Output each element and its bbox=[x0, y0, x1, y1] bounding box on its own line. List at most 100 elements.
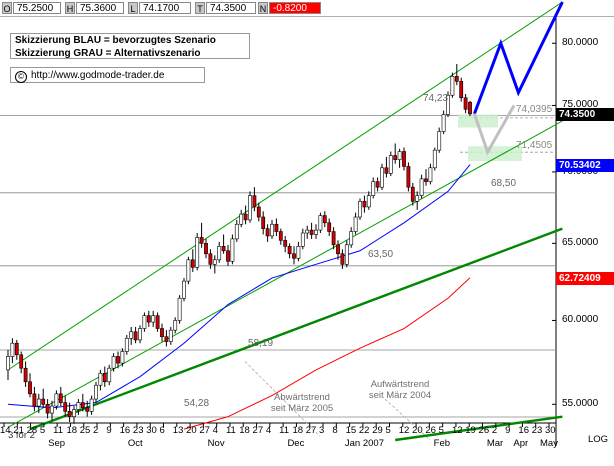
candle-up bbox=[234, 223, 239, 240]
candle-up bbox=[50, 405, 54, 414]
x-tick-label: 26 bbox=[478, 425, 490, 436]
x-tick-label: 27 bbox=[252, 425, 264, 436]
change-value: -0.8200 bbox=[269, 2, 321, 14]
candle-up bbox=[248, 195, 252, 221]
x-tick-label: 30 bbox=[146, 425, 157, 436]
candle-up bbox=[111, 356, 116, 369]
y-tick-label: 60.0000 bbox=[562, 314, 599, 326]
candle-up bbox=[6, 356, 10, 371]
candle-down bbox=[63, 402, 68, 412]
candle-up bbox=[441, 114, 446, 132]
level-label-5428: 54,28 bbox=[184, 398, 210, 409]
x-tick-label: 18 bbox=[292, 425, 304, 436]
high-value: 75.3600 bbox=[76, 2, 124, 14]
x-tick-label: 21 bbox=[13, 425, 24, 436]
candle-down bbox=[274, 223, 279, 232]
candle-up bbox=[10, 342, 15, 357]
candle-down bbox=[28, 381, 32, 395]
split-marker: 3 for 2 bbox=[8, 430, 35, 441]
candle-up bbox=[129, 331, 134, 339]
candle-up bbox=[120, 351, 125, 364]
x-tick-label: 27 bbox=[305, 425, 317, 436]
x-tick-label: 13 bbox=[172, 425, 184, 436]
candle-up bbox=[107, 367, 112, 383]
candle-up bbox=[344, 244, 349, 265]
candle-down bbox=[45, 404, 50, 414]
x-month-label: Dec bbox=[287, 438, 305, 449]
candle-down bbox=[160, 328, 164, 337]
x-tick-label: 20 bbox=[186, 425, 197, 436]
low-label: L bbox=[128, 2, 138, 14]
candle-up bbox=[76, 402, 81, 410]
candle-down bbox=[67, 411, 72, 417]
candle-down bbox=[256, 206, 261, 218]
candle-up bbox=[450, 76, 455, 96]
candle-up bbox=[305, 229, 310, 234]
x-tick-label: 9 bbox=[106, 425, 112, 436]
close-value: 74.3500 bbox=[206, 2, 256, 14]
y-tick-label: 80.0000 bbox=[562, 37, 599, 49]
x-tick-label: 25 bbox=[79, 425, 91, 436]
x-tick-label: 11 bbox=[225, 425, 236, 436]
log-scale-label[interactable]: LOG bbox=[588, 434, 609, 445]
candle-up bbox=[428, 167, 433, 182]
x-tick-label: 12 bbox=[398, 425, 410, 436]
candle-up bbox=[72, 409, 76, 417]
candle-up bbox=[358, 200, 362, 218]
x-tick-label: 23 bbox=[132, 425, 144, 436]
level-label-7145: 71,4505 bbox=[516, 140, 553, 151]
candle-down bbox=[322, 215, 327, 224]
uptrend-pointer bbox=[384, 398, 431, 441]
x-month-label: Feb bbox=[433, 438, 451, 449]
y-tick-label: 75.0000 bbox=[562, 99, 599, 111]
y-tick-label: 55.0000 bbox=[562, 398, 599, 410]
downtrend-pointer bbox=[244, 361, 321, 437]
candle-up bbox=[195, 237, 200, 268]
candle-up bbox=[437, 131, 442, 151]
candle-down bbox=[402, 151, 406, 167]
x-tick-label: 18 bbox=[239, 425, 250, 436]
candle-down bbox=[261, 216, 266, 229]
candle-up bbox=[366, 195, 371, 208]
x-tick-label: 16 bbox=[119, 425, 131, 436]
scenario-legend: Skizzierung BLAU = bevorzugtes Szenario … bbox=[10, 33, 250, 59]
x-tick-label: 26 bbox=[425, 425, 436, 436]
scenario-path bbox=[472, 1, 564, 115]
candle-up bbox=[432, 149, 437, 169]
x-tick-label: 5 bbox=[385, 425, 391, 436]
candle-down bbox=[424, 178, 428, 182]
level-label-6850: 68,50 bbox=[491, 178, 517, 189]
candle-down bbox=[287, 246, 292, 255]
candle-down bbox=[243, 213, 248, 221]
candle-up bbox=[388, 155, 393, 174]
candle-down bbox=[309, 229, 314, 235]
x-tick-label: 30 bbox=[545, 425, 556, 436]
x-tick-label: 3 bbox=[319, 425, 325, 436]
level-label-7423: 74,23 bbox=[423, 93, 449, 104]
candle-up bbox=[142, 315, 147, 329]
x-tick-label: 14 bbox=[0, 425, 11, 436]
open-label: O bbox=[2, 2, 12, 14]
source-url[interactable]: © http://www.godmode-trader.de bbox=[10, 67, 205, 83]
x-tick-label: 29 bbox=[372, 425, 383, 436]
candle-up bbox=[270, 223, 274, 237]
candle-up bbox=[419, 178, 424, 196]
candle-down bbox=[190, 259, 195, 268]
candle-down bbox=[80, 402, 85, 409]
uptrend-note-line1: Aufwärtstrend bbox=[370, 379, 430, 390]
x-month-label: May bbox=[540, 438, 558, 449]
candle-down bbox=[155, 315, 160, 329]
candle-up bbox=[54, 393, 59, 407]
candle-up bbox=[217, 246, 222, 261]
x-tick-label: 9 bbox=[505, 425, 511, 436]
uptrend-note-line2: seit März 2004 bbox=[368, 390, 432, 401]
candle-up bbox=[415, 195, 420, 202]
high-label: H bbox=[65, 2, 75, 14]
candle-up bbox=[318, 215, 323, 231]
source-url-text[interactable]: http://www.godmode-trader.de bbox=[31, 70, 165, 81]
candle-up bbox=[296, 246, 301, 259]
trend-line bbox=[7, 1, 563, 371]
uptrend-note: Aufwärtstrend seit März 2004 bbox=[360, 379, 440, 401]
x-tick-label: 15 bbox=[345, 425, 357, 436]
candle-down bbox=[116, 356, 120, 364]
